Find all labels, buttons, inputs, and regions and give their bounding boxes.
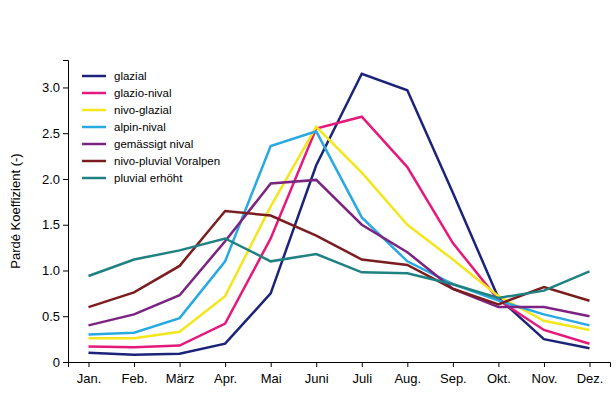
y-tick-label: 0 xyxy=(53,355,60,370)
x-tick-mark xyxy=(225,362,226,367)
x-tick-mark xyxy=(316,362,317,367)
x-tick: Apr. xyxy=(214,362,237,386)
x-tick: Mai xyxy=(261,362,282,386)
legend-swatch xyxy=(82,126,106,129)
x-tick: Juni xyxy=(305,362,329,386)
x-tick-label: März xyxy=(166,371,195,386)
series-line xyxy=(88,238,589,297)
chart: 0 0.5 1.0 1.5 2.0 2.5 3.0 Jan. Feb. März Apr. Mai Ju… xyxy=(0,0,616,411)
legend-swatch xyxy=(82,160,106,163)
series-line xyxy=(88,131,589,334)
y-tick-mark xyxy=(63,179,68,180)
x-tick-mark xyxy=(134,362,135,367)
y-tick: 1.0 xyxy=(42,263,68,278)
legend-swatch xyxy=(82,75,106,78)
legend-label: glazial xyxy=(114,70,147,82)
series-line xyxy=(88,117,589,348)
series-line xyxy=(88,74,589,355)
legend-label: nivo-pluvial Voralpen xyxy=(114,155,220,167)
x-tick: Jan. xyxy=(77,362,102,386)
y-tick-mark xyxy=(63,225,68,226)
series-line xyxy=(88,211,589,307)
x-tick-mark xyxy=(544,362,545,367)
x-tick-label: Apr. xyxy=(214,371,237,386)
x-tick: Juli xyxy=(353,362,373,386)
y-tick: 1.5 xyxy=(42,217,68,232)
legend-swatch xyxy=(82,177,106,180)
legend-swatch xyxy=(82,92,106,95)
y-tick: 0.5 xyxy=(42,309,68,324)
x-tick-label: Sep. xyxy=(440,371,467,386)
x-tick: Nov. xyxy=(532,362,558,386)
x-tick-label: Nov. xyxy=(532,371,558,386)
x-tick: März xyxy=(166,362,195,386)
x-tick: Okt. xyxy=(487,362,511,386)
x-tick-label: Jan. xyxy=(77,371,102,386)
legend-label: gemässigt nival xyxy=(114,138,193,150)
x-tick-label: Mai xyxy=(261,371,282,386)
y-tick-mark xyxy=(63,316,68,317)
y-tick-label: 3.0 xyxy=(42,80,60,95)
legend-label: alpin-nival xyxy=(114,121,166,133)
y-tick: 0 xyxy=(53,355,68,370)
x-tick-label: Juni xyxy=(305,371,329,386)
y-tick: 3.0 xyxy=(42,80,68,95)
x-tick-mark xyxy=(88,362,89,367)
y-tick-mark xyxy=(63,133,68,134)
plot-area xyxy=(88,74,589,355)
y-axis-line xyxy=(63,61,69,363)
y-axis-title: Pardé Koeffizient (-) xyxy=(8,153,23,268)
y-tick-mark xyxy=(63,87,68,88)
x-tick-mark xyxy=(498,362,499,367)
x-tick: Sep. xyxy=(440,362,467,386)
x-tick-label: Juli xyxy=(353,371,373,386)
x-tick-mark xyxy=(362,362,363,367)
y-tick-label: 1.5 xyxy=(42,217,60,232)
series-line xyxy=(88,180,589,326)
x-tick-mark xyxy=(180,362,181,367)
x-tick-label: Feb. xyxy=(122,371,148,386)
x-tick-mark xyxy=(271,362,272,367)
y-tick: 2.5 xyxy=(42,126,68,141)
y-tick-label: 0.5 xyxy=(42,309,60,324)
y-tick-mark xyxy=(63,270,68,271)
x-axis: Jan. Feb. März Apr. Mai Juni Juli Aug. Sep. Okt. N… xyxy=(69,362,611,386)
legend-swatch xyxy=(82,143,106,146)
x-tick-mark xyxy=(453,362,454,367)
y-tick-label: 2.0 xyxy=(42,172,60,187)
legend-label: glazio-nival xyxy=(114,87,172,99)
series-line xyxy=(88,127,589,338)
legend-label: pluvial erhöht xyxy=(114,172,183,184)
y-tick: 2.0 xyxy=(42,172,68,187)
x-tick-label: Okt. xyxy=(487,371,511,386)
legend: glazial glazio-nival nivo-glazial alpin-niv… xyxy=(82,70,220,184)
x-tick-mark xyxy=(407,362,408,367)
legend-label: nivo-glazial xyxy=(114,104,172,116)
x-tick: Feb. xyxy=(122,362,148,386)
y-axis: 0 0.5 1.0 1.5 2.0 2.5 3.0 xyxy=(42,61,69,370)
x-tick-label: Dez. xyxy=(577,371,604,386)
x-tick: Aug. xyxy=(394,362,421,386)
y-tick-mark xyxy=(63,362,68,363)
x-tick-mark xyxy=(590,362,591,367)
x-tick: Dez. xyxy=(577,362,604,386)
x-axis-line xyxy=(69,363,611,368)
legend-swatch xyxy=(82,109,106,112)
x-tick-label: Aug. xyxy=(394,371,421,386)
y-tick-label: 2.5 xyxy=(42,126,60,141)
y-tick-label: 1.0 xyxy=(42,263,60,278)
